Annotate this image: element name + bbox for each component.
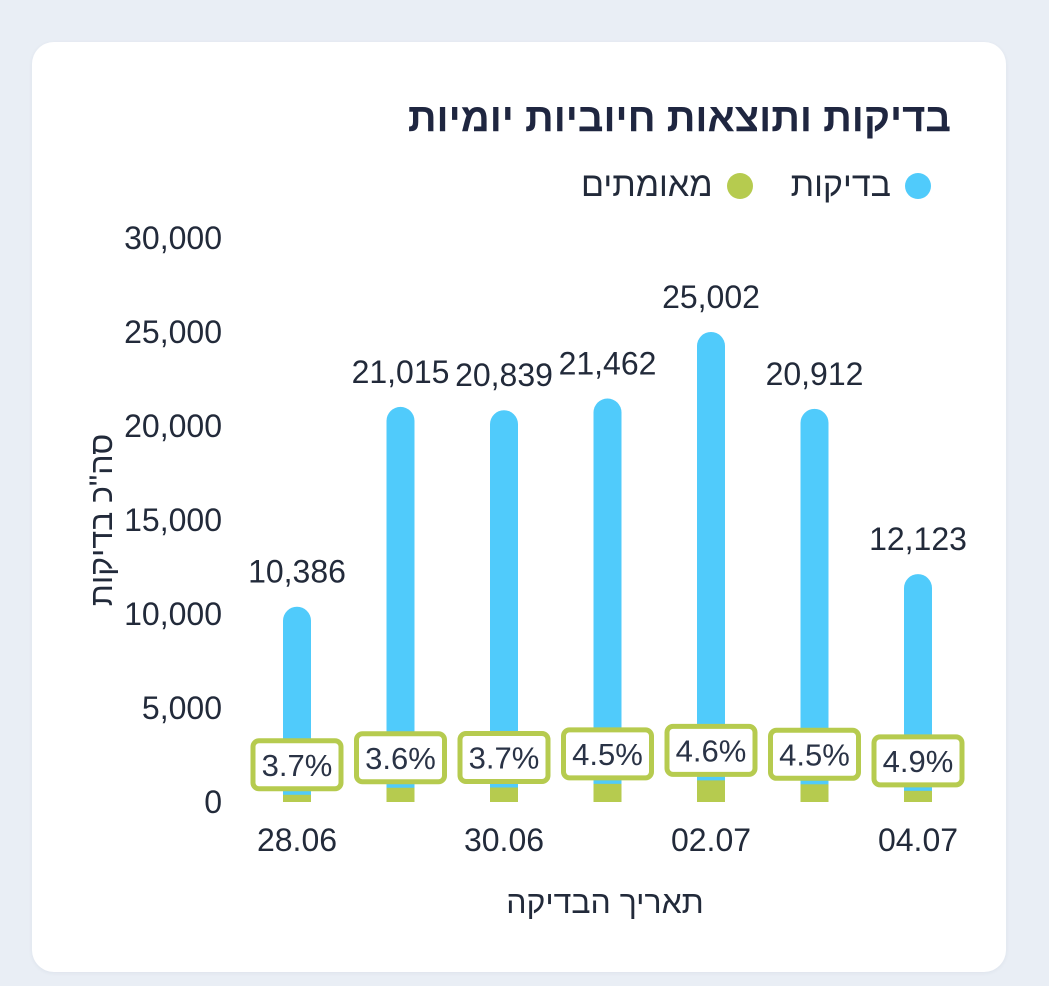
x-tick-label: 30.06 — [464, 822, 544, 858]
x-tick-label: 28.06 — [257, 822, 337, 858]
legend-label-tests: בדיקות — [790, 166, 891, 204]
chart-legend: בדיקות מאומתים — [581, 166, 931, 205]
positive-rate-label: 3.7% — [469, 741, 540, 776]
legend-dot-tests — [905, 172, 931, 199]
bar-confirmed[interactable] — [800, 784, 829, 802]
bar-tests[interactable] — [386, 406, 415, 802]
bar-tests[interactable] — [697, 331, 725, 802]
legend-item-tests[interactable]: בדיקות — [791, 166, 931, 205]
y-tick-label: 15,000 — [124, 502, 222, 538]
bar-value-label: 20,912 — [766, 356, 864, 392]
x-tick-label: 04.07 — [878, 822, 958, 858]
x-axis-label: תאריך הבדיקה — [506, 884, 704, 920]
bar-value-label: 20,839 — [455, 357, 553, 393]
y-tick-label: 0 — [204, 784, 222, 820]
y-tick-label: 20,000 — [124, 408, 222, 444]
positive-rate-box — [457, 731, 551, 785]
bar-value-label: 25,002 — [662, 279, 760, 315]
legend-dot-confirmed — [726, 172, 753, 199]
bar-value-label: 10,386 — [248, 554, 346, 590]
positive-rate-label: 4.5% — [572, 737, 643, 772]
positive-rate-label: 3.7% — [262, 748, 333, 783]
x-tick-label: 02.07 — [671, 822, 751, 858]
y-axis-label: סה"כ בדיקות — [83, 434, 119, 606]
y-tick-label: 25,000 — [124, 314, 222, 350]
legend-item-confirmed[interactable]: מאומתים — [581, 166, 753, 205]
bar-confirmed[interactable] — [490, 787, 518, 802]
y-tick-label: 30,000 — [124, 220, 222, 256]
legend-label-confirmed: מאומתים — [581, 166, 713, 204]
chart-card — [32, 42, 1006, 972]
positive-rate-box — [561, 727, 654, 781]
positive-rate-label: 4.5% — [779, 737, 850, 772]
positive-rate-label: 4.6% — [676, 733, 747, 768]
bar-value-label: 12,123 — [869, 521, 967, 557]
bar-confirmed[interactable] — [386, 787, 415, 802]
positive-rate-box — [250, 738, 344, 792]
bar-tests[interactable] — [490, 410, 518, 802]
positive-rate-box — [664, 723, 758, 777]
bar-confirmed[interactable] — [904, 790, 932, 802]
y-tick-label: 5,000 — [142, 690, 222, 726]
bar-tests[interactable] — [800, 408, 829, 802]
positive-rate-label: 4.9% — [883, 744, 954, 779]
chart-title: בדיקות ותוצאות חיוביות יומיות — [407, 96, 951, 140]
bar-confirmed[interactable] — [283, 794, 311, 802]
bar-confirmed[interactable] — [697, 780, 725, 802]
positive-rate-box — [871, 734, 965, 788]
bar-confirmed[interactable] — [593, 783, 622, 802]
positive-rate-box — [354, 731, 447, 785]
bar-value-label: 21,462 — [559, 346, 657, 382]
positive-rate-label: 3.6% — [365, 741, 436, 776]
bar-tests[interactable] — [593, 398, 622, 802]
y-tick-label: 10,000 — [124, 596, 222, 632]
positive-rate-box — [768, 727, 861, 781]
bar-value-label: 21,015 — [352, 354, 450, 390]
